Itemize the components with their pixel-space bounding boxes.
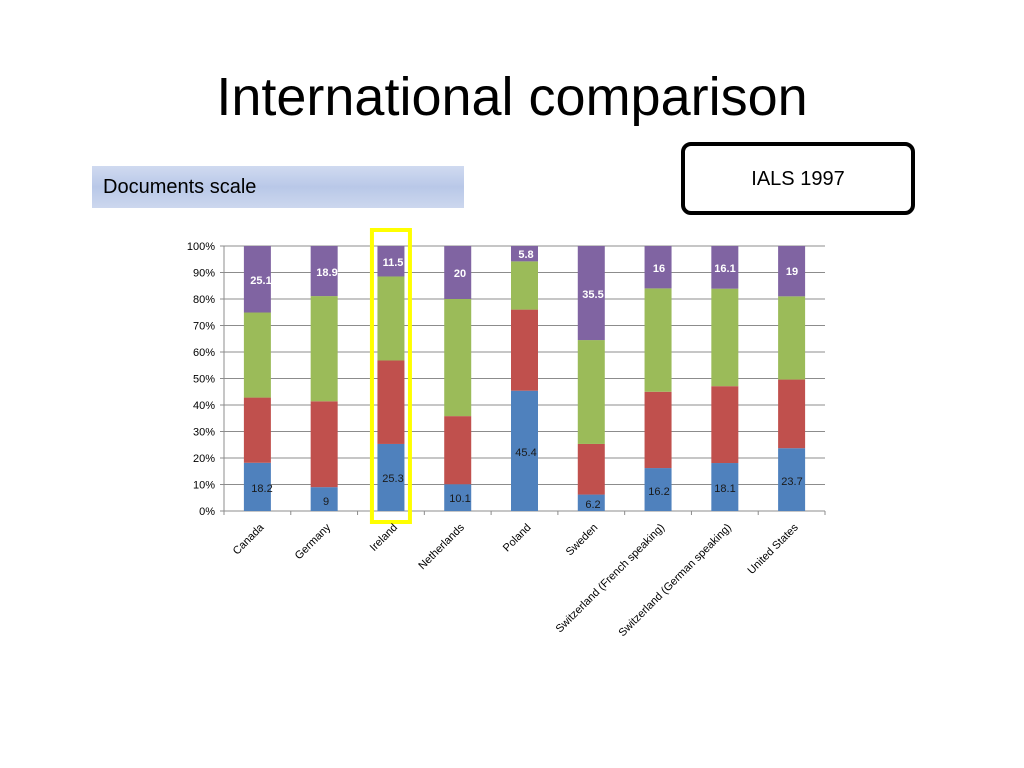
bar-segment	[377, 360, 405, 444]
data-label: 11.5	[383, 257, 404, 269]
bar-segment	[377, 246, 405, 277]
bar-segment	[711, 288, 739, 387]
bar-segment	[644, 468, 672, 511]
bar-segment	[243, 246, 271, 313]
data-label: 25.1	[250, 275, 271, 287]
data-label: 9	[323, 496, 329, 508]
bar-segment	[711, 246, 739, 289]
y-tick-label: 20%	[193, 453, 215, 465]
bar-segment	[577, 246, 605, 341]
data-label: 5.8	[518, 249, 533, 261]
bar-segment	[444, 299, 472, 417]
y-tick-label: 30%	[193, 427, 215, 439]
bar-segment	[310, 401, 338, 488]
bar-segment	[243, 312, 271, 398]
data-label: 18.9	[316, 267, 337, 279]
bar-segment	[377, 443, 405, 511]
y-tick-label: 0%	[199, 506, 215, 518]
bar-segment	[711, 386, 739, 464]
x-tick-label: Netherlands	[416, 521, 467, 572]
bar-segment	[511, 309, 538, 391]
bar-segment	[310, 296, 338, 402]
bar-segment	[444, 416, 472, 485]
x-tick-label: Poland	[501, 522, 534, 555]
y-tick-label: 70%	[193, 321, 215, 333]
data-label: 16.2	[648, 486, 669, 498]
survey-label: IALS 1997	[751, 168, 845, 190]
bar-segment	[778, 448, 806, 511]
x-tick-label: Switzerland (French speaking)	[554, 522, 668, 636]
data-label: 6.2	[585, 499, 600, 511]
bar-segment	[310, 487, 338, 511]
bar-segment	[778, 379, 806, 449]
bar-segment	[511, 261, 538, 310]
data-label: 16.1	[714, 263, 735, 275]
data-label: 35.5	[582, 289, 603, 301]
x-tick-label: United States	[746, 521, 802, 577]
bar-segment	[511, 246, 538, 262]
x-tick-label: Germany	[293, 521, 334, 562]
x-tick-label: Canada	[231, 521, 267, 557]
y-tick-label: 100%	[187, 241, 215, 253]
y-tick-label: 50%	[193, 374, 215, 386]
highlight-box	[369, 228, 412, 524]
bar-segment	[644, 288, 672, 392]
data-label: 20	[454, 268, 466, 280]
survey-label-box: IALS 1997	[681, 142, 915, 215]
data-label: 10.1	[449, 493, 470, 505]
bar-segment	[577, 494, 605, 511]
bar-segment	[644, 391, 672, 469]
bar-segment	[243, 462, 271, 511]
bar-segment	[711, 463, 739, 511]
scale-label: Documents scale	[92, 166, 464, 208]
bar-segment	[444, 484, 472, 511]
data-label: 16	[653, 263, 665, 275]
bar-segment	[778, 246, 806, 297]
data-label: 18.1	[714, 483, 735, 495]
y-tick-label: 60%	[193, 347, 215, 359]
bar-segment	[577, 443, 605, 495]
data-label: 23.7	[781, 476, 802, 488]
y-tick-label: 80%	[193, 294, 215, 306]
x-tick-label: Sweden	[564, 522, 601, 559]
bar-segment	[644, 246, 672, 289]
data-label: 18.2	[251, 483, 272, 495]
x-tick-label: Switzerland (German speaking)	[617, 522, 734, 639]
bar-segment	[778, 296, 806, 380]
x-tick-label: Ireland	[368, 522, 400, 554]
slide-title: International comparison	[216, 67, 808, 127]
data-label: 25.3	[382, 473, 403, 485]
bar-segment	[310, 246, 338, 297]
y-tick-label: 90%	[193, 268, 215, 280]
bar-segment	[577, 340, 605, 444]
bar-segment	[511, 390, 538, 511]
y-tick-label: 40%	[193, 400, 215, 412]
bar-segment	[243, 397, 271, 463]
data-label: 45.4	[515, 447, 536, 459]
y-tick-label: 10%	[193, 480, 215, 492]
data-label: 19	[786, 266, 798, 278]
bar-segment	[377, 276, 405, 361]
bar-segment	[444, 246, 472, 299]
